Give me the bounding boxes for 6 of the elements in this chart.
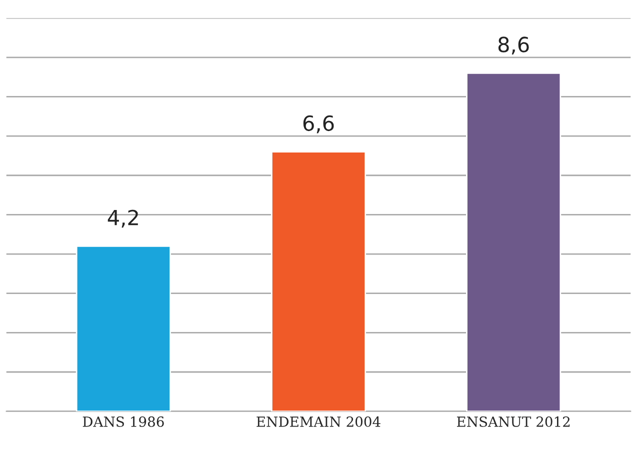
data-label: 8,6 [498,36,529,55]
x-tick-label: DANS 1986 [82,416,164,427]
data-label: 4,2 [108,210,138,228]
data-label: 6,6 [303,115,334,134]
x-tick-label: ENDEMAIN 2004 [256,416,380,427]
x-tick-label: ENSANUT 2012 [456,416,570,427]
